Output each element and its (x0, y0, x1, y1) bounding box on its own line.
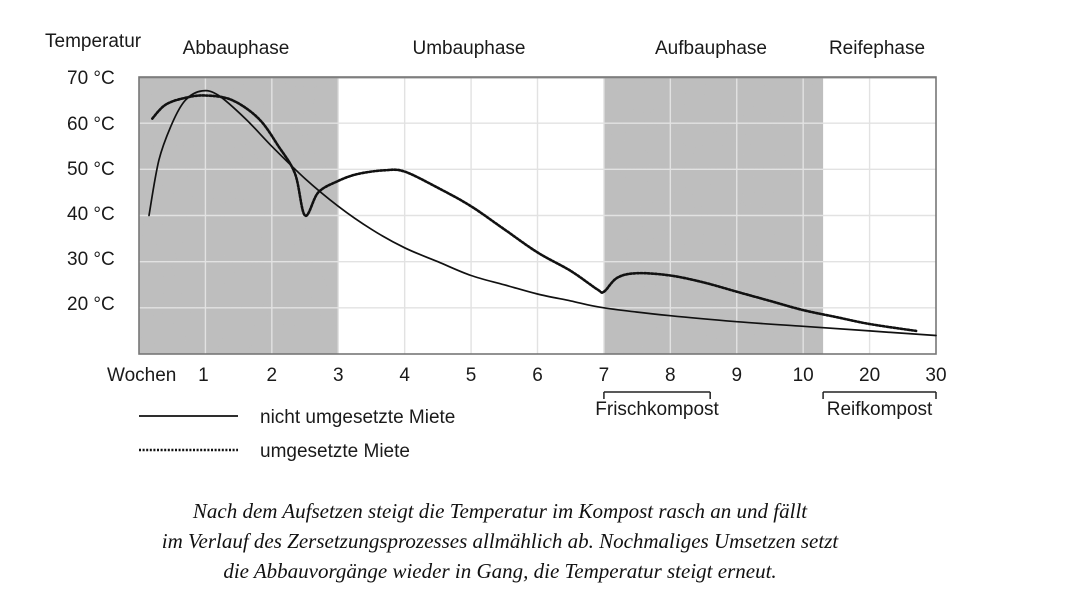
phase-label-umbau: Umbauphase (412, 38, 525, 59)
x-tick-label: 1 (198, 365, 209, 386)
y-tick-labels: 70 °C 60 °C 50 °C 40 °C 30 °C 20 °C (67, 68, 115, 315)
plot-frame (138, 76, 937, 355)
x-tick-label: 8 (665, 365, 676, 386)
y-tick-label: 30 °C (67, 249, 115, 270)
caption-line-2: im Verlauf des Zersetzungsprozesses allm… (162, 529, 840, 553)
x-tick-labels: 1 2 3 4 5 6 7 8 9 10 20 30 (198, 365, 946, 386)
phase-label-aufbau: Aufbauphase (655, 38, 767, 59)
x-tick-label: 30 (925, 365, 946, 386)
x-tick-label: 2 (267, 365, 278, 386)
y-tick-label: 70 °C (67, 68, 115, 89)
y-tick-label: 50 °C (67, 159, 115, 180)
brackets: Frischkompost Reifkompost (595, 391, 937, 420)
x-tick-label: 3 (333, 365, 344, 386)
x-tick-label: 4 (399, 365, 410, 386)
series-lines (148, 89, 937, 337)
caption-line-3: die Abbauvorgänge wieder in Gang, die Te… (223, 559, 776, 583)
x-tick-label: 20 (859, 365, 880, 386)
bracket-0: Frischkompost (595, 391, 720, 420)
phase-label-abbau: Abbauphase (183, 38, 290, 59)
x-tick-label: 6 (532, 365, 543, 386)
y-axis-title: Temperatur (45, 31, 142, 52)
phase-label-reife: Reifephase (829, 38, 925, 59)
x-tick-label: 9 (731, 365, 742, 386)
caption: Nach dem Aufsetzen steigt die Temperatur… (162, 499, 840, 583)
y-tick-label: 60 °C (67, 114, 115, 135)
legend-label-solid: nicht umgesetzte Miete (260, 407, 455, 428)
y-tick-label: 40 °C (67, 204, 115, 225)
legend-label-dotted: umgesetzte Miete (260, 441, 410, 462)
series-line-nicht-umgesetzt (148, 89, 937, 337)
bracket-1: Reifkompost (822, 391, 937, 420)
bracket-label: Frischkompost (595, 399, 719, 420)
grid (139, 77, 936, 354)
x-axis-title: Wochen (107, 365, 176, 386)
x-tick-label: 10 (793, 365, 814, 386)
phase-labels: Abbauphase Umbauphase Aufbauphase Reifep… (183, 38, 925, 59)
y-tick-label: 20 °C (67, 294, 115, 315)
caption-line-1: Nach dem Aufsetzen steigt die Temperatur… (192, 499, 808, 523)
bracket-label: Reifkompost (827, 399, 933, 420)
x-tick-label: 5 (466, 365, 477, 386)
series-line-umgesetzt (151, 94, 918, 333)
x-tick-label: 7 (599, 365, 610, 386)
legend: nicht umgesetzte Miete umgesetzte Miete (139, 407, 455, 462)
